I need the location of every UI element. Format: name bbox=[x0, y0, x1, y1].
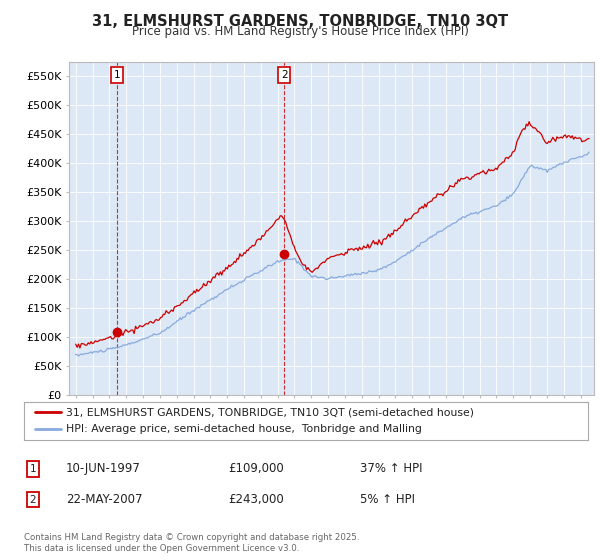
Text: 22-MAY-2007: 22-MAY-2007 bbox=[66, 493, 143, 506]
Text: 37% ↑ HPI: 37% ↑ HPI bbox=[360, 462, 422, 475]
Text: 10-JUN-1997: 10-JUN-1997 bbox=[66, 462, 141, 475]
Text: 1: 1 bbox=[113, 70, 120, 80]
Text: £109,000: £109,000 bbox=[228, 462, 284, 475]
Text: 2: 2 bbox=[29, 494, 37, 505]
Text: 5% ↑ HPI: 5% ↑ HPI bbox=[360, 493, 415, 506]
Text: Price paid vs. HM Land Registry's House Price Index (HPI): Price paid vs. HM Land Registry's House … bbox=[131, 25, 469, 38]
Text: 31, ELMSHURST GARDENS, TONBRIDGE, TN10 3QT (semi-detached house): 31, ELMSHURST GARDENS, TONBRIDGE, TN10 3… bbox=[66, 407, 475, 417]
Text: 31, ELMSHURST GARDENS, TONBRIDGE, TN10 3QT: 31, ELMSHURST GARDENS, TONBRIDGE, TN10 3… bbox=[92, 14, 508, 29]
Text: 1: 1 bbox=[29, 464, 37, 474]
Text: HPI: Average price, semi-detached house,  Tonbridge and Malling: HPI: Average price, semi-detached house,… bbox=[66, 424, 422, 434]
Text: 2: 2 bbox=[281, 70, 287, 80]
Text: £243,000: £243,000 bbox=[228, 493, 284, 506]
Text: Contains HM Land Registry data © Crown copyright and database right 2025.
This d: Contains HM Land Registry data © Crown c… bbox=[24, 533, 359, 553]
